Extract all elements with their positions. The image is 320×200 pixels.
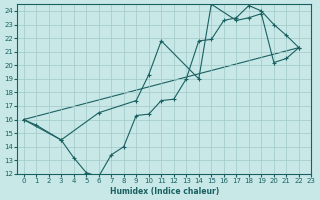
X-axis label: Humidex (Indice chaleur): Humidex (Indice chaleur) (110, 187, 219, 196)
